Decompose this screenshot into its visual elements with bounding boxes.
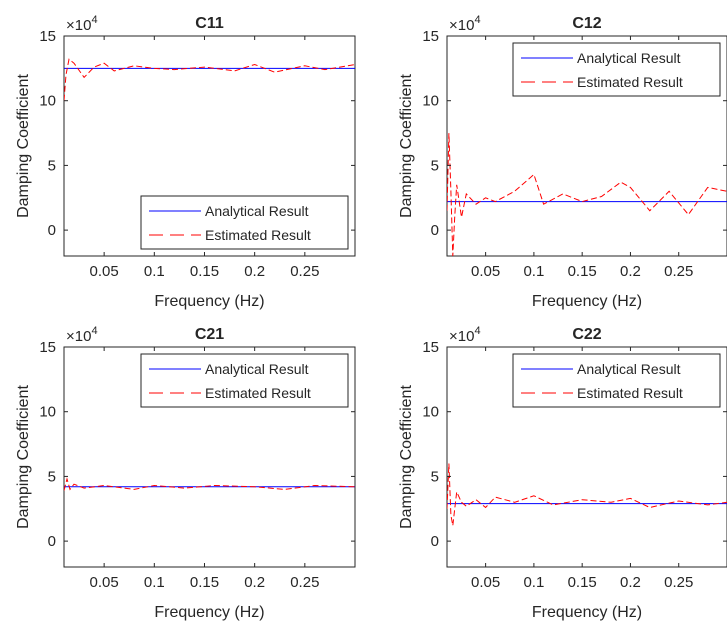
chart-title: C11 xyxy=(195,15,224,32)
x-tick-label: 0.25 xyxy=(664,574,693,591)
exponent-power: 4 xyxy=(91,14,97,26)
estimated-result-line xyxy=(64,58,355,101)
legend-label: Analytical Result xyxy=(577,361,681,377)
legend-box xyxy=(512,42,721,97)
legend-box xyxy=(512,353,721,408)
legend: Analytical Result Estimated Result xyxy=(140,353,349,408)
legend-label: Analytical Result xyxy=(205,361,309,377)
y-tick-label: 0 xyxy=(48,222,56,239)
exponent-base: ×10 xyxy=(449,328,474,345)
legend: Analytical Result Estimated Result xyxy=(512,42,721,97)
y-exponent-label: ×104 xyxy=(66,14,98,34)
y-tick-label: 15 xyxy=(422,28,439,45)
exponent-power: 4 xyxy=(91,325,97,337)
x-axis-label: Frequency (Hz) xyxy=(154,293,264,310)
y-axis-label: Damping Coefficient xyxy=(15,74,32,218)
x-tick-label: 0.05 xyxy=(471,263,500,280)
y-axis-label: Damping Coefficient xyxy=(15,385,32,529)
x-tick-label: 0.15 xyxy=(568,574,597,591)
x-tick-label: 0.2 xyxy=(620,263,641,280)
x-tick-label: 0.05 xyxy=(90,263,119,280)
x-tick-label: 0.15 xyxy=(190,574,219,591)
y-tick-label: 10 xyxy=(39,404,56,421)
x-tick-label: 0.2 xyxy=(244,574,265,591)
y-tick-label: 15 xyxy=(422,339,439,356)
legend-label: Analytical Result xyxy=(205,203,309,219)
estimated-result-line xyxy=(447,133,727,256)
y-tick-label: 5 xyxy=(48,157,56,174)
x-tick-label: 0.15 xyxy=(568,263,597,280)
x-axis-label: Frequency (Hz) xyxy=(154,604,264,621)
exponent-base: ×10 xyxy=(449,17,474,34)
x-tick-label: 0.15 xyxy=(190,263,219,280)
exponent-base: ×10 xyxy=(66,17,91,34)
chart-panel-c12: 0.05 0.1 0.15 0.2 0.25 0 5 10 15 ×104 C12 Frequency… xyxy=(398,14,727,310)
chart-panel-c21: 0.05 0.1 0.15 0.2 0.25 0 5 10 15 ×104 C21 Frequency… xyxy=(15,325,356,621)
exponent-base: ×10 xyxy=(66,328,91,345)
y-exponent-label: ×104 xyxy=(449,325,481,345)
chart-panel-c22: 0.05 0.1 0.15 0.2 0.25 0 5 10 15 ×104 C22 Frequency… xyxy=(398,325,727,621)
exponent-power: 4 xyxy=(474,14,480,26)
y-tick-label: 5 xyxy=(431,468,439,485)
y-tick-label: 10 xyxy=(422,404,439,421)
legend: Analytical Result Estimated Result xyxy=(140,195,349,250)
legend: Analytical Result Estimated Result xyxy=(512,353,721,408)
legend-label: Estimated Result xyxy=(577,385,683,401)
y-tick-label: 5 xyxy=(431,157,439,174)
exponent-power: 4 xyxy=(474,325,480,337)
chart-panel-c11: 0.05 0.1 0.15 0.2 0.25 0 5 10 15 ×104 C11 Frequency… xyxy=(15,14,356,310)
y-tick-label: 15 xyxy=(39,339,56,356)
y-tick-label: 15 xyxy=(39,28,56,45)
legend-label: Estimated Result xyxy=(205,385,311,401)
x-axis-label: Frequency (Hz) xyxy=(532,293,642,310)
x-tick-label: 0.2 xyxy=(244,263,265,280)
x-tick-label: 0.25 xyxy=(290,574,319,591)
y-tick-label: 10 xyxy=(39,93,56,110)
x-tick-label: 0.2 xyxy=(620,574,641,591)
x-tick-label: 0.1 xyxy=(523,574,544,591)
x-axis-label: Frequency (Hz) xyxy=(532,604,642,621)
x-tick-label: 0.05 xyxy=(90,574,119,591)
y-axis-label: Damping Coefficient xyxy=(398,74,415,218)
chart-title: C21 xyxy=(195,326,224,343)
estimated-result-line xyxy=(64,477,355,491)
chart-title: C22 xyxy=(572,326,601,343)
legend-box xyxy=(140,353,349,408)
y-tick-label: 10 xyxy=(422,93,439,110)
estimated-result-line xyxy=(447,463,727,526)
y-tick-label: 0 xyxy=(431,533,439,550)
y-tick-label: 0 xyxy=(431,222,439,239)
legend-label: Estimated Result xyxy=(577,74,683,90)
x-tick-label: 0.25 xyxy=(290,263,319,280)
x-tick-label: 0.1 xyxy=(523,263,544,280)
y-tick-label: 0 xyxy=(48,533,56,550)
y-exponent-label: ×104 xyxy=(449,14,481,34)
y-axis-label: Damping Coefficient xyxy=(398,385,415,529)
x-tick-label: 0.05 xyxy=(471,574,500,591)
legend-box xyxy=(140,195,349,250)
x-tick-label: 0.25 xyxy=(664,263,693,280)
y-exponent-label: ×104 xyxy=(66,325,98,345)
legend-label: Analytical Result xyxy=(577,50,681,66)
x-tick-label: 0.1 xyxy=(144,574,165,591)
y-tick-label: 5 xyxy=(48,468,56,485)
x-tick-label: 0.1 xyxy=(144,263,165,280)
chart-title: C12 xyxy=(572,15,601,32)
legend-label: Estimated Result xyxy=(205,227,311,243)
